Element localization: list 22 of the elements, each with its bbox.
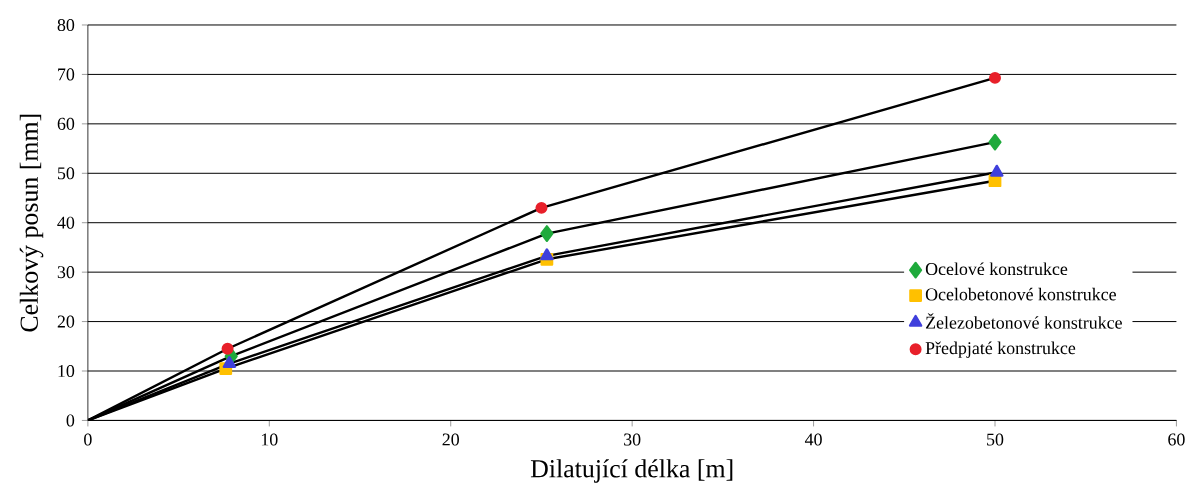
y-axis-title: Celkový posun [mm]: [19, 114, 44, 332]
y-tick-label: 20: [57, 315, 75, 328]
legend-label: Předpjaté konstrukce: [925, 341, 1076, 358]
y-tick-label: 0: [66, 414, 75, 427]
legend-label: Železobetonové konstrukce: [925, 313, 1122, 329]
y-tick-label: 10: [58, 364, 75, 377]
x-tick-label: 40: [804, 433, 822, 446]
y-tick-label: 70: [58, 68, 75, 81]
x-axis-title: Dilatující délka [m]: [530, 459, 733, 483]
x-tick-label: 50: [987, 433, 1004, 446]
x-tick-label: 30: [624, 433, 641, 446]
y-tick-label: 80: [57, 18, 75, 31]
y-tick-label: 40: [57, 216, 75, 229]
x-tick-label: 0: [84, 433, 92, 446]
x-tick-label: 10: [261, 433, 278, 446]
y-tick-label: 60: [57, 117, 75, 130]
legend-label: Ocelové konstrukce: [925, 262, 1068, 275]
legend-label: Ocelobetonové konstrukce: [925, 287, 1116, 301]
y-tick-label: 50: [57, 167, 75, 180]
x-tick-label: 20: [442, 433, 459, 446]
x-tick-label: 60: [1168, 433, 1185, 446]
y-tick-label: 30: [57, 265, 75, 279]
